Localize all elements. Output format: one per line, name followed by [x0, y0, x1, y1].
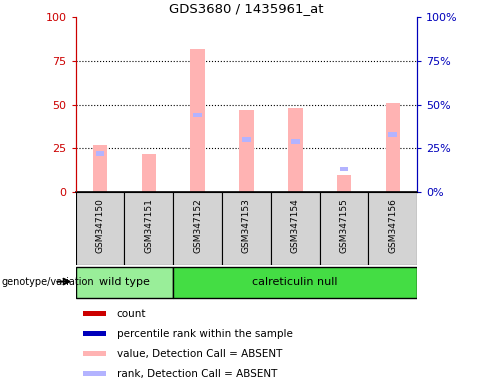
- Text: value, Detection Call = ABSENT: value, Detection Call = ABSENT: [117, 349, 282, 359]
- Bar: [368, 192, 417, 265]
- Bar: [190, 49, 205, 192]
- Bar: [222, 192, 271, 265]
- Text: percentile rank within the sample: percentile rank within the sample: [117, 329, 292, 339]
- Bar: [242, 137, 251, 142]
- Bar: [83, 311, 106, 316]
- Text: GSM347151: GSM347151: [144, 198, 153, 253]
- Bar: [76, 192, 124, 265]
- Bar: [388, 132, 397, 137]
- Bar: [291, 139, 300, 144]
- Bar: [173, 192, 222, 265]
- Bar: [83, 371, 106, 376]
- Bar: [142, 154, 156, 192]
- Text: calreticulin null: calreticulin null: [252, 276, 338, 286]
- Text: GSM347153: GSM347153: [242, 198, 251, 253]
- Bar: [93, 145, 107, 192]
- Text: GSM347156: GSM347156: [388, 198, 397, 253]
- Text: GSM347150: GSM347150: [96, 198, 104, 253]
- Bar: [173, 267, 417, 298]
- Text: count: count: [117, 309, 146, 319]
- Text: genotype/variation: genotype/variation: [1, 276, 94, 286]
- Text: GSM347155: GSM347155: [340, 198, 348, 253]
- Title: GDS3680 / 1435961_at: GDS3680 / 1435961_at: [169, 2, 324, 15]
- Bar: [288, 108, 303, 192]
- Bar: [193, 113, 202, 117]
- Bar: [320, 192, 368, 265]
- Bar: [124, 192, 173, 265]
- Bar: [271, 192, 320, 265]
- Text: GSM347152: GSM347152: [193, 198, 202, 253]
- Bar: [76, 267, 173, 298]
- Text: GSM347154: GSM347154: [291, 198, 300, 253]
- Bar: [96, 151, 104, 156]
- Bar: [83, 351, 106, 356]
- Bar: [239, 110, 254, 192]
- Bar: [337, 175, 351, 192]
- Bar: [83, 331, 106, 336]
- Text: wild type: wild type: [99, 276, 150, 286]
- Text: rank, Detection Call = ABSENT: rank, Detection Call = ABSENT: [117, 369, 277, 379]
- Bar: [386, 103, 400, 192]
- Bar: [340, 167, 348, 172]
